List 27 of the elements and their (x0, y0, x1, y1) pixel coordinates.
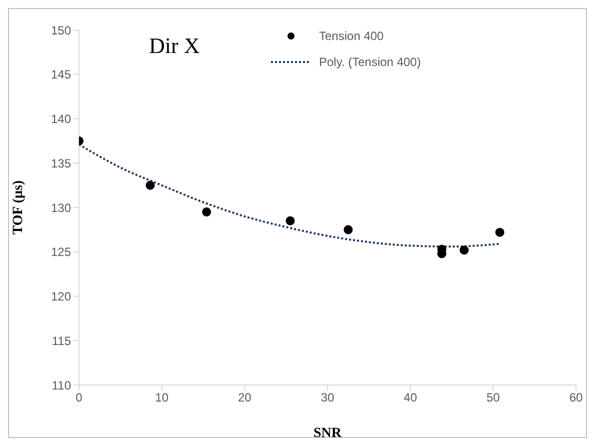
chart-title: Dir X (149, 33, 200, 59)
point (146, 180, 155, 190)
x-tick-label: 30 (320, 390, 334, 405)
point (460, 246, 469, 255)
y-tick-label: 150 (50, 23, 72, 38)
y-tick-label: 115 (52, 334, 72, 348)
legend-label: Tension 400 (319, 29, 384, 43)
y-tick-label: 125 (50, 245, 72, 260)
y-tick-label: 140 (50, 112, 72, 126)
y-tick-label: 135 (50, 156, 72, 170)
point (286, 216, 295, 226)
x-tick-label: 40 (404, 390, 418, 405)
x-tick-label: 0 (76, 390, 83, 405)
y-tick-label: 110 (52, 378, 72, 392)
x-axis-title: SNR (313, 426, 342, 441)
y-tick-label: 145 (50, 68, 72, 82)
y-tick-label: 120 (50, 290, 72, 304)
x-tick-label: 10 (155, 390, 169, 405)
x-tick-label: 60 (569, 390, 583, 405)
point (202, 207, 212, 216)
legend-label: Poly. (Tension 400) (319, 55, 421, 69)
point (495, 228, 504, 237)
y-tick-label: 130 (50, 200, 72, 215)
x-tick-label: 50 (486, 390, 500, 405)
point (344, 225, 353, 234)
y-axis-title: TOF (µs) (10, 180, 26, 235)
x-tick-label: 20 (238, 390, 252, 405)
